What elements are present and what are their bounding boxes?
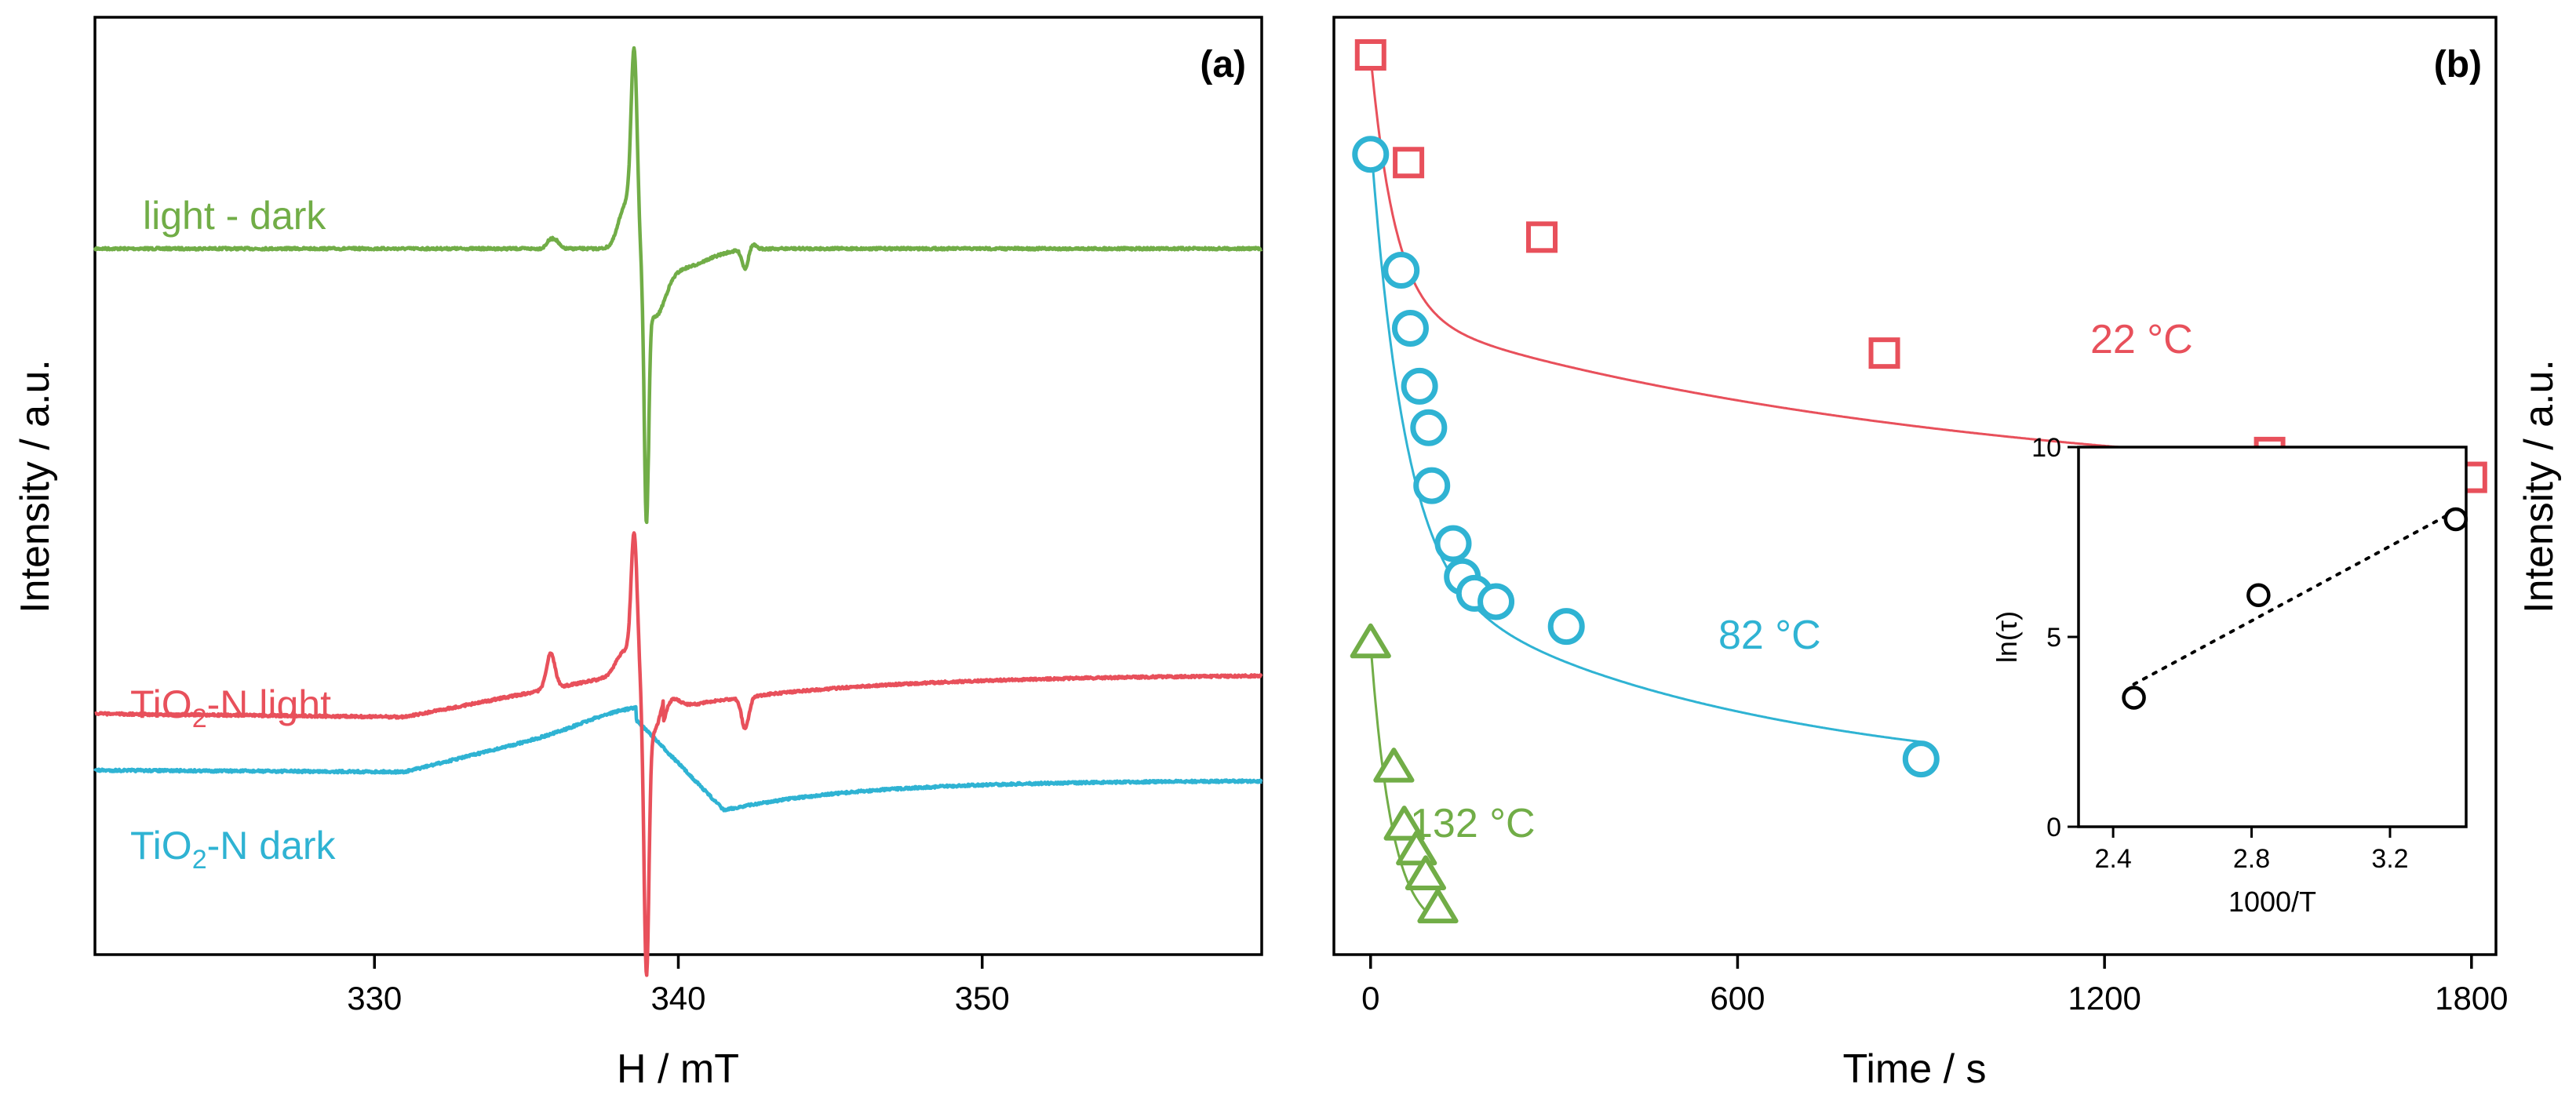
point-82c [1391,309,1429,347]
label-tio2-dark-main: TiO [130,824,192,868]
inset-frame [2077,446,2468,828]
point-22c [1868,337,1900,369]
panel-a-label: (a) [1200,44,1246,85]
inset-y-tick-label: 0 [2046,813,2061,842]
panel-b-frame [1332,16,2498,956]
inset-point [2246,583,2271,608]
point-22c [1354,39,1386,71]
curve-tio2-n-dark [93,704,1263,813]
point-22c [1526,221,1558,253]
inset-ticks: 2.4 2.8 3.2 0 5 10 [2031,433,2408,874]
label-tio2-dark-rest: -N dark [207,824,337,868]
inset-x-tick-label: 2.4 [2094,844,2131,874]
panel-b-xlabel: Time / s [1843,1046,1987,1092]
point-82c [1477,583,1515,620]
inset-point [2122,686,2146,710]
x-tick-label-a: 340 [650,980,705,1017]
point-22c [1393,147,1425,179]
inset-marks [2122,507,2469,710]
panel-a-frame [93,16,1263,956]
panel-a-label-tio2-dark: TiO2-N dark [130,824,337,875]
x-tick-label-a: 330 [347,980,402,1017]
panel-a-ticks: 330 340 350 [347,955,1010,1017]
panel-b-ylabel: Intensity / a.u. [2516,359,2562,613]
point-132c [1350,623,1391,659]
x-tick-label-b: 600 [1710,980,1765,1017]
point-132c [1405,855,1447,890]
curve-tio2-n-light [93,531,1263,977]
x-tick-label-b: 1200 [2068,980,2141,1017]
inset-point [2443,507,2469,532]
x-tick-label-b: 0 [1361,980,1379,1017]
inset-x-tick-label: 3.2 [2371,844,2408,874]
point-82c [1413,467,1451,504]
panel-b-label: (b) [2434,44,2482,85]
panel-a-curves [93,45,1263,977]
inset-x-tick-label: 2.8 [2233,844,2270,874]
point-82c [1352,136,1390,173]
point-82c [1547,608,1585,646]
inset-y-tick-label: 5 [2046,623,2061,653]
panel-b-label-22c: 22 °C [2090,317,2193,362]
panel-a-ylabel: Intensity / a.u. [13,359,58,613]
point-82c [1401,367,1438,405]
point-82c [1383,252,1420,289]
inset-ylabel: ln(τ) [1991,611,2023,663]
panel-b: (b) 0 600 1200 1800 22 °C 82 °C 132 °C Time… [1332,16,2562,1092]
label-tio2-light-rest: -N light [207,682,331,726]
inset-plot: 2.4 2.8 3.2 0 5 10 1000/T ln(τ) [1991,433,2469,918]
point-132c [1373,748,1415,783]
label-tio2-dark-sub: 2 [192,845,207,875]
fit-curve-82c [1369,137,1922,744]
fit-curve-22c [1369,54,2472,471]
panel-a: (a) 330 340 350 light - dark TiO2-N light … [13,16,1263,1092]
panel-a-xlabel: H / mT [617,1046,739,1092]
point-82c [1434,525,1472,562]
inset-y-tick-label: 10 [2031,433,2061,463]
point-132c [1383,806,1425,841]
panel-a-label-tio2-light: TiO2-N light [130,682,331,733]
panel-b-points [1350,39,2487,924]
panel-b-label-82c: 82 °C [1718,613,1821,658]
point-132c [1417,888,1459,924]
curve-light-minus-dark [93,45,1263,525]
point-82c [1410,409,1448,446]
label-tio2-light-main: TiO [130,682,192,726]
label-tio2-light-sub: 2 [192,704,207,733]
panel-b-label-132c: 132 °C [1410,801,1536,846]
panel-b-ticks: 0 600 1200 1800 [1361,955,2509,1017]
x-tick-label-a: 350 [955,980,1010,1017]
inset-xlabel: 1000/T [2228,886,2316,918]
x-tick-label-b: 1800 [2435,980,2508,1017]
point-82c [1902,740,1940,778]
panel-a-label-light-dark: light - dark [143,194,326,238]
